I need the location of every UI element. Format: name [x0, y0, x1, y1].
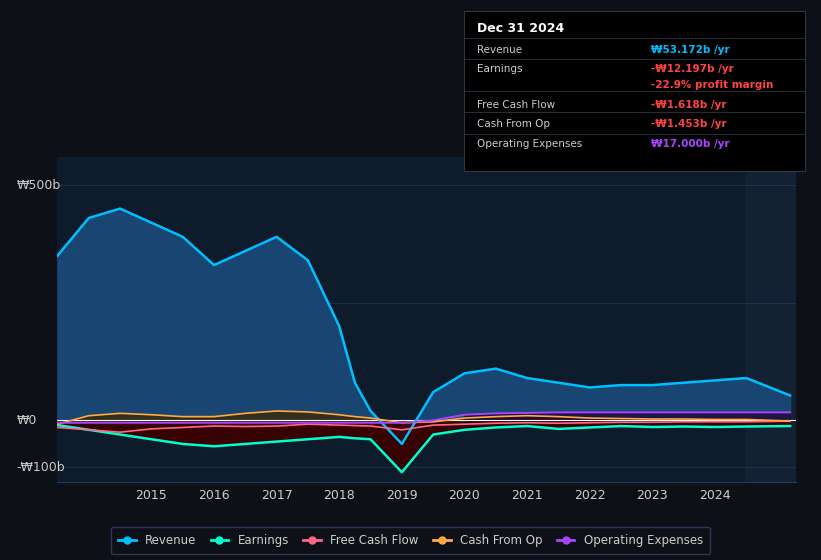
Text: Dec 31 2024: Dec 31 2024: [478, 22, 565, 35]
Text: Operating Expenses: Operating Expenses: [478, 139, 583, 150]
Text: Earnings: Earnings: [478, 64, 523, 74]
Text: Free Cash Flow: Free Cash Flow: [478, 100, 556, 110]
Text: -₩12.197b /yr: -₩12.197b /yr: [651, 64, 734, 74]
Text: -₩1.453b /yr: -₩1.453b /yr: [651, 119, 727, 129]
Legend: Revenue, Earnings, Free Cash Flow, Cash From Op, Operating Expenses: Revenue, Earnings, Free Cash Flow, Cash …: [111, 527, 710, 554]
Text: ₩53.172b /yr: ₩53.172b /yr: [651, 44, 730, 54]
Text: ₩0: ₩0: [17, 414, 37, 427]
Bar: [746, 157, 796, 482]
Text: Cash From Op: Cash From Op: [478, 119, 551, 129]
Text: ₩500b: ₩500b: [17, 179, 61, 192]
Text: ₩17.000b /yr: ₩17.000b /yr: [651, 139, 730, 150]
Text: -22.9% profit margin: -22.9% profit margin: [651, 81, 773, 90]
Text: -₩100b: -₩100b: [17, 461, 66, 474]
Text: -₩1.618b /yr: -₩1.618b /yr: [651, 100, 727, 110]
Text: Revenue: Revenue: [478, 44, 523, 54]
